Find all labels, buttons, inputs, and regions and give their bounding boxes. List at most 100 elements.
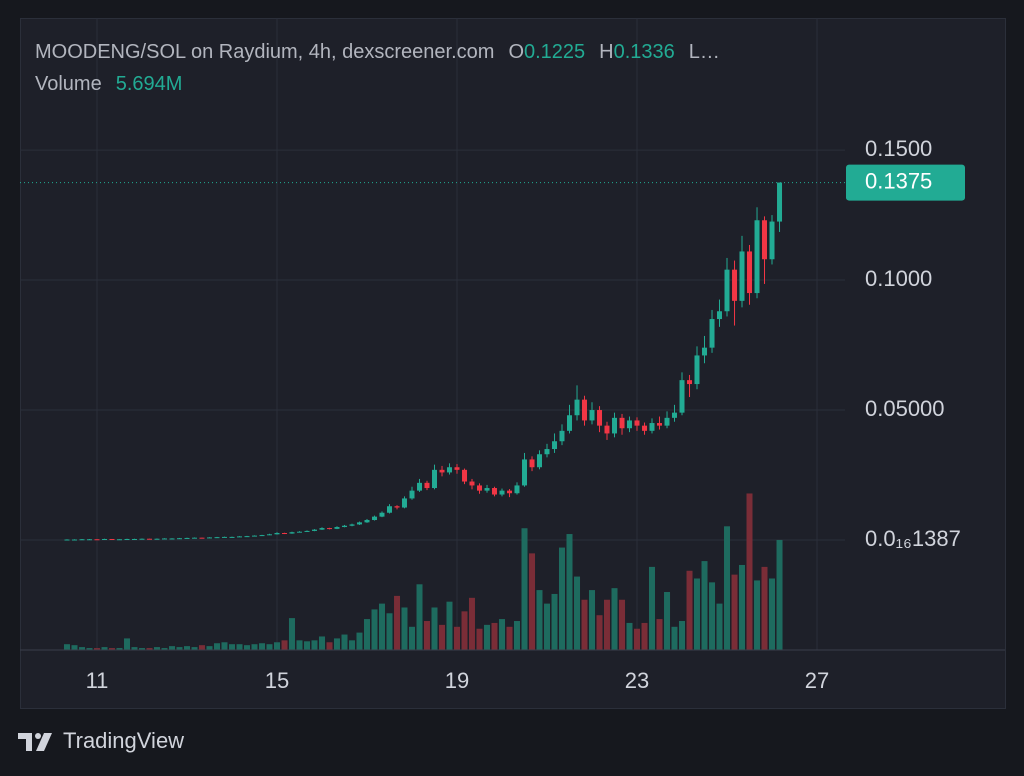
volume-bar (161, 648, 168, 650)
candle-body (304, 530, 310, 532)
volume-bar (273, 642, 280, 650)
open-value: 0.1225 (524, 41, 585, 63)
volume-bar (731, 574, 738, 650)
candle-body (131, 538, 137, 540)
candle-body (311, 529, 317, 531)
candle-body (214, 537, 220, 539)
candle-body (401, 498, 407, 508)
candle-body (567, 415, 573, 431)
volume-bar (693, 578, 700, 650)
volume-bar (746, 493, 753, 650)
candle-body (581, 399, 587, 421)
volume-bar (364, 619, 371, 650)
candle-body (109, 538, 115, 540)
candle-body (409, 490, 415, 499)
volume-bar (259, 643, 266, 650)
candle-body (612, 417, 618, 434)
x-tick-label: 15 (265, 668, 289, 693)
volume-bar (423, 621, 430, 650)
volume-bar (716, 603, 723, 650)
candle-body (499, 490, 505, 495)
candle-body (679, 380, 685, 413)
candle-body (657, 423, 663, 426)
candle-body (237, 536, 243, 538)
candle-body (761, 220, 767, 260)
candle-body (251, 535, 257, 537)
logo-mark (18, 733, 32, 751)
candle-body (597, 410, 603, 426)
volume-bar (409, 626, 416, 650)
candle-body (619, 417, 625, 429)
volume-bar (183, 646, 190, 650)
volume-bar (529, 553, 536, 650)
candle-body (649, 423, 655, 431)
volume-bar (191, 647, 198, 650)
volume-bar (176, 647, 183, 650)
volume-legend: Volume 5.694M (35, 73, 182, 95)
candle-body (702, 347, 708, 356)
volume-bar (551, 593, 558, 650)
candle-body (507, 490, 513, 494)
volume-bar (634, 628, 641, 650)
volume-bar (544, 603, 551, 650)
candle-body (687, 380, 693, 385)
volume-bar (648, 566, 655, 650)
volume-bar (491, 622, 498, 650)
candle-body (709, 319, 715, 348)
candle-body (739, 251, 745, 301)
volume-bar (558, 547, 565, 650)
candle-body (297, 531, 303, 533)
x-tick-label: 19 (445, 668, 469, 693)
candle-body (356, 522, 362, 525)
volume-bar (206, 646, 213, 650)
legend-line: MOODENG/SOL on Raydium, 4h, dexscreener.… (35, 41, 720, 63)
volume-bar (86, 648, 93, 650)
candle-body (192, 537, 198, 539)
candle-body (574, 399, 580, 416)
candle-body (387, 506, 393, 513)
volume-bar (574, 576, 581, 650)
title: MOODENG/SOL on Raydium, 4h, dexscreener.… (35, 41, 494, 63)
candle-body (139, 538, 145, 540)
volume-bar (513, 621, 520, 650)
candle-body (536, 454, 542, 468)
brand: TradingView (63, 728, 184, 753)
candle-body (342, 525, 348, 528)
candle-body (319, 528, 325, 530)
candle-body (432, 469, 438, 489)
candle-body (484, 488, 490, 491)
candle-body (199, 537, 205, 539)
plot (20, 18, 845, 650)
candle-body (477, 485, 483, 491)
volume-bar (394, 595, 401, 650)
candle-body (161, 538, 167, 540)
volume-bar (521, 528, 528, 650)
candle-body (454, 467, 460, 470)
candle-body (424, 482, 430, 489)
volume-bar (656, 619, 663, 650)
volume-label: Volume (35, 73, 102, 95)
volume-bar (311, 640, 318, 650)
candle-body (116, 539, 122, 541)
volume-bar (124, 638, 131, 650)
volume-bar (333, 638, 340, 650)
candle-body (206, 537, 212, 539)
high-label: H (599, 41, 613, 63)
y-tick-label: 0.1000 (865, 266, 932, 291)
chart-panel (20, 18, 1006, 709)
volume-bar (214, 643, 221, 650)
volume-bar (724, 526, 731, 650)
candle-body (439, 469, 445, 473)
candle-body (664, 417, 670, 426)
candle-body (184, 537, 190, 539)
volume-bar (386, 613, 393, 650)
volume-bar (776, 539, 783, 650)
volume-bar (769, 578, 776, 650)
volume-bar (416, 584, 423, 650)
open-label: O (508, 41, 524, 63)
candle-body (491, 488, 497, 495)
volume-bar (296, 640, 303, 650)
y-tick-label: 0.0₁₆1387 (865, 526, 961, 551)
candle-body (604, 425, 610, 434)
candle-body (394, 506, 400, 508)
